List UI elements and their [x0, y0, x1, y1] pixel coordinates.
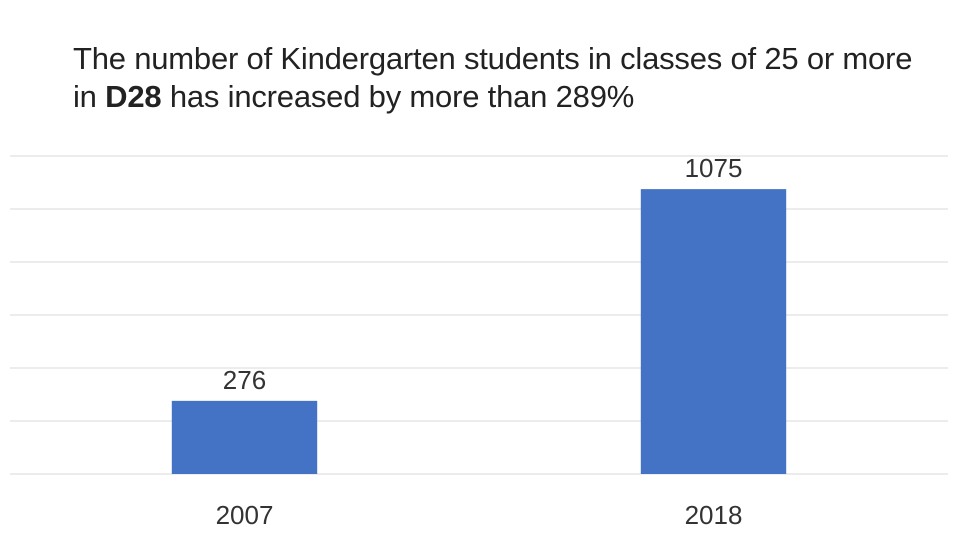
title-text-part1: The number of Kindergarten students in c… [73, 41, 913, 114]
title-district-bold: D28 [105, 79, 162, 114]
x-axis-ticks: 2007 2018 [216, 500, 743, 530]
gridlines [10, 155, 948, 475]
x-tick-2018: 2018 [685, 500, 743, 530]
bars [171, 189, 787, 474]
x-tick-2007: 2007 [216, 500, 274, 530]
bar-2018 [640, 189, 787, 474]
data-label-2007: 276 [223, 365, 266, 395]
chart-title: The number of Kindergarten students in c… [73, 40, 933, 116]
data-label-2018: 1075 [685, 153, 743, 183]
bar-2007 [171, 400, 318, 474]
data-labels: 276 1075 [223, 153, 743, 395]
title-text-part2: has increased by more than 289% [161, 79, 635, 114]
